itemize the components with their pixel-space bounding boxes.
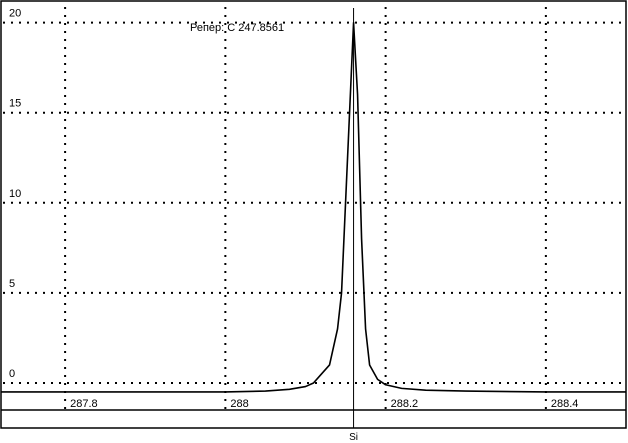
y-grid [3,21,624,384]
x-tick-label: 288 [230,398,248,410]
y-tick-label: 10 [9,188,21,200]
y-tick-label: 0 [9,368,15,380]
y-tick-label: 5 [9,278,15,290]
reference-annotation: Репер: С 247.8561 [190,22,284,34]
plot-frame [0,0,627,429]
element-marker-label: Si [349,432,358,443]
x-grid [64,7,547,410]
y-tick-label: 20 [9,8,21,20]
y-tick-label: 15 [9,98,21,110]
x-tick-labels: 287.8 288 288.2 288.4 [70,398,578,410]
x-tick-label: 288.2 [391,398,419,410]
x-tick-label: 287.8 [70,398,98,410]
x-tick-label: 288.4 [551,398,579,410]
y-tick-labels: 0 5 10 15 20 [9,8,21,380]
spectrum-line [1,21,626,393]
